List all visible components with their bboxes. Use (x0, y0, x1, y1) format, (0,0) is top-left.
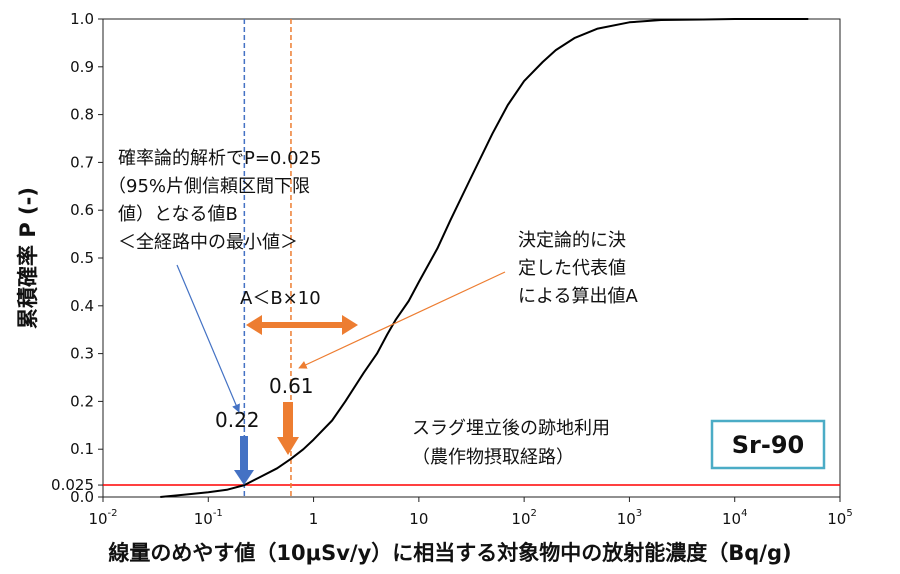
x-tick-label: 104 (722, 508, 747, 528)
x-tick-label: 105 (827, 508, 852, 528)
y-tick-label: 0.3 (70, 345, 94, 363)
nuclide-label: Sr-90 (732, 431, 804, 459)
y-tick-label: 0.9 (70, 58, 94, 76)
x-tick-label: 10 (409, 510, 428, 528)
annotation-b-line-2: （95%片側信頼区間下限 (108, 176, 310, 197)
y-tick-label: 0.4 (70, 297, 94, 315)
y-tick-label: 0.8 (70, 106, 94, 124)
value-a-arrow (277, 402, 299, 455)
x-tick-label: 102 (511, 508, 536, 528)
y-tick-label: 0.025 (51, 476, 94, 494)
y-tick-label: 1.0 (70, 10, 94, 28)
y-tick-label: 0.2 (70, 392, 94, 410)
annotation-b-line-4: ＜全経路中の最小値＞ (118, 232, 298, 253)
annotation-a-line-3: による算出値A (518, 286, 638, 307)
scenario-line-2: （農作物摂取経路） (412, 447, 574, 468)
ratio-double-arrow (246, 315, 358, 335)
annotation-b-line-3: 値）となる値B (118, 204, 238, 225)
x-axis-title: 線量のめやす値（10μSv/y）に相当する対象物中の放射能濃度（Bq/g) (108, 541, 791, 565)
reference-lines (103, 19, 840, 497)
x-tick-label: 10-1 (194, 508, 223, 528)
ratio-label: A＜B×10 (240, 288, 321, 309)
tick-layer: 10-2 10-1 1 10 102 103 104 105 0.00.025 0.1 0.2 0.3… (51, 10, 853, 528)
annotation-a-line-1: 決定論的に決 (518, 230, 626, 251)
y-tick-label: 0.7 (70, 153, 94, 171)
value-a-label: 0.61 (269, 374, 314, 398)
annotation-b-line-1: 確率論的解析でP=0.025 (118, 148, 321, 169)
y-tick-label: 0.5 (70, 249, 94, 267)
cdf-curve (160, 18, 809, 498)
y-axis-title: 累積確率 P (-) (16, 187, 40, 329)
y-tick-label: 0.1 (70, 440, 94, 458)
y-tick-label: 0.6 (70, 201, 94, 219)
annotation-a-line-2: 定した代表値 (518, 258, 626, 279)
scenario-line-1: スラグ埋立後の跡地利用 (412, 418, 610, 439)
value-b-label: 0.22 (215, 408, 260, 432)
x-tick-label: 10-2 (88, 508, 117, 528)
x-tick-label: 1 (309, 510, 319, 528)
nuclide-badge (710, 419, 826, 470)
pointer-b (176, 264, 240, 413)
x-tick-label: 103 (617, 508, 642, 528)
y-tick-label: 0.0 (70, 488, 94, 506)
pointer-a (298, 271, 506, 369)
curve-layer (160, 18, 809, 498)
value-b-arrow (234, 436, 254, 485)
